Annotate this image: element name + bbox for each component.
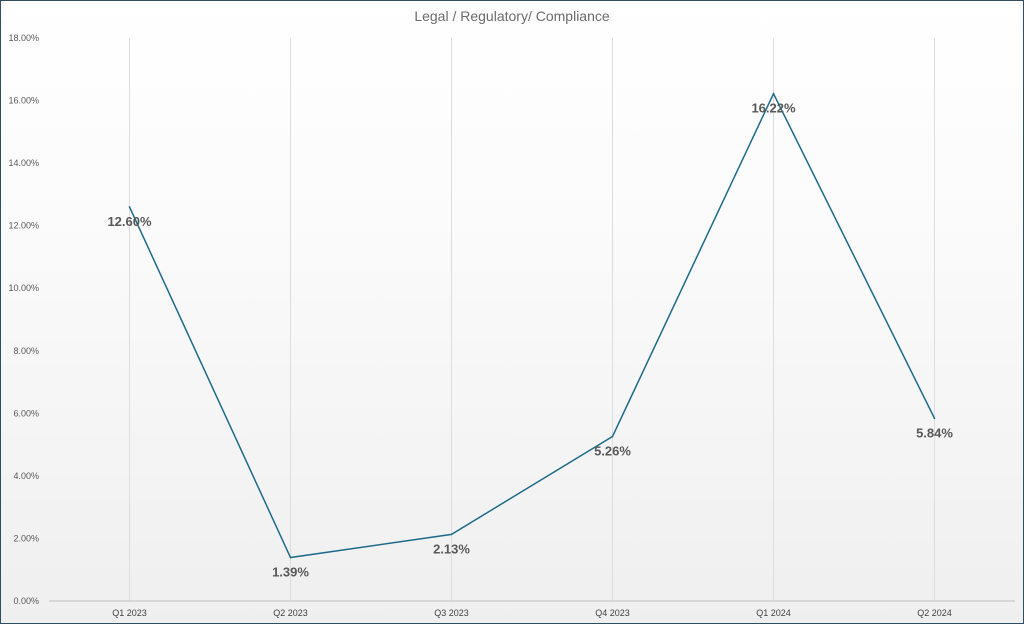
y-tick-label: 0.00% <box>13 596 39 606</box>
data-point <box>933 417 936 420</box>
series-line <box>128 91 936 559</box>
y-tick-label: 8.00% <box>13 346 39 356</box>
x-tick-label: Q1 2023 <box>112 608 147 618</box>
data-point <box>128 206 131 208</box>
y-tick-label: 6.00% <box>13 408 39 418</box>
data-point <box>772 92 775 95</box>
x-tick-label: Q4 2023 <box>595 608 630 618</box>
data-label: 1.39% <box>272 565 309 580</box>
x-tick-label: Q3 2023 <box>434 608 469 618</box>
data-label: 2.13% <box>433 541 470 556</box>
data-label: 5.84% <box>916 425 953 440</box>
data-label: 12.60% <box>107 214 152 229</box>
x-tick-label: Q1 2024 <box>756 608 791 618</box>
x-tick-label: Q2 2023 <box>273 608 308 618</box>
data-label: 16.22% <box>751 101 796 116</box>
data-point <box>450 533 453 536</box>
data-point <box>611 435 614 438</box>
chart-title: Legal / Regulatory/ Compliance <box>414 8 610 24</box>
data-label: 5.26% <box>594 443 631 458</box>
y-tick-label: 18.00% <box>8 33 39 43</box>
data-point <box>289 556 292 559</box>
y-tick-label: 16.00% <box>8 96 39 106</box>
y-tick-label: 10.00% <box>8 283 39 293</box>
y-tick-label: 4.00% <box>13 471 39 481</box>
y-tick-label: 12.00% <box>8 221 39 231</box>
y-tick-label: 2.00% <box>13 533 39 543</box>
y-tick-label: 14.00% <box>8 158 39 168</box>
x-tick-label: Q2 2024 <box>917 608 952 618</box>
